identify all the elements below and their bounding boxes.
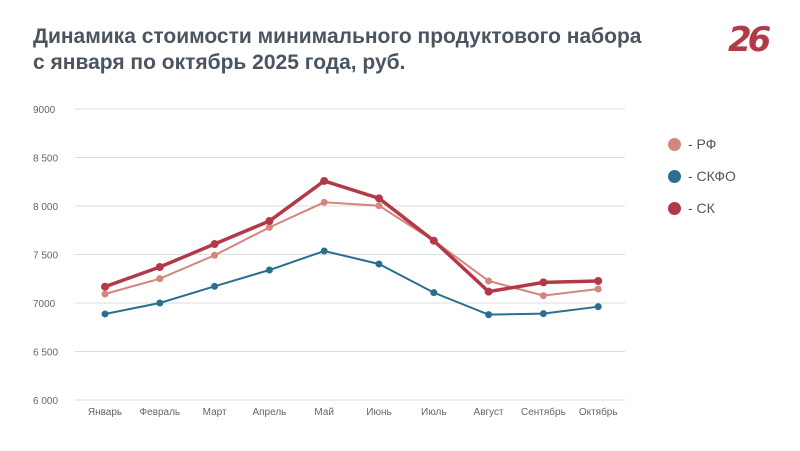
- legend-label: - СК: [688, 200, 715, 216]
- legend-item: - РФ: [668, 136, 716, 152]
- data-point: [156, 299, 164, 307]
- data-point: [539, 292, 547, 300]
- legend-marker: [668, 137, 681, 151]
- data-point: [210, 240, 219, 249]
- data-point: [320, 176, 329, 185]
- series-line: [104, 249, 599, 316]
- data-point: [484, 287, 493, 296]
- y-tick-label: 7 500: [33, 251, 58, 262]
- data-point: [320, 247, 328, 255]
- x-tick-label: Апрель: [252, 407, 286, 418]
- data-point: [320, 198, 328, 206]
- data-point: [101, 290, 109, 298]
- y-tick-label: 8 500: [33, 154, 58, 165]
- series-line: [104, 201, 599, 297]
- legend-marker: [668, 169, 681, 183]
- x-tick-label: Август: [474, 407, 505, 418]
- y-tick-label: 8 000: [33, 202, 58, 213]
- legend-label: - РФ: [688, 136, 717, 152]
- data-point: [594, 276, 603, 285]
- legend-label: - СКФО: [688, 168, 736, 184]
- x-tick-label: Октябрь: [579, 406, 618, 418]
- data-point: [539, 278, 548, 287]
- series-line: [104, 179, 599, 294]
- data-point: [265, 217, 274, 226]
- x-tick-label: Сентябрь: [521, 406, 566, 418]
- data-point: [101, 310, 109, 318]
- x-tick-label: Февраль: [139, 407, 180, 418]
- x-tick-label: Май: [314, 407, 334, 418]
- data-point: [485, 277, 493, 285]
- data-point: [156, 275, 164, 283]
- x-tick-label: Июль: [421, 407, 447, 418]
- chart-title: Динамика стоимости минимального продукто…: [33, 25, 642, 74]
- data-point: [155, 263, 164, 272]
- data-point: [430, 289, 438, 297]
- data-point: [539, 310, 547, 318]
- legend-item: - СК: [668, 200, 715, 216]
- data-point: [211, 282, 219, 290]
- y-tick-label: 9000: [33, 105, 56, 116]
- x-tick-label: Июнь: [366, 407, 391, 418]
- y-tick-label: 6 500: [33, 348, 58, 359]
- data-point: [594, 285, 602, 293]
- data-point: [265, 223, 273, 231]
- x-tick-label: Январь: [88, 407, 122, 418]
- legend-item: - СКФО: [668, 168, 736, 184]
- data-point: [375, 260, 383, 268]
- data-point: [594, 303, 602, 311]
- data-point: [211, 251, 219, 259]
- data-point: [485, 311, 493, 319]
- data-point: [375, 194, 383, 203]
- y-tick-label: 6 000: [33, 396, 58, 407]
- data-point: [101, 282, 109, 291]
- data-point: [375, 202, 383, 210]
- data-point: [429, 236, 438, 245]
- x-tick-label: Март: [203, 407, 227, 418]
- data-point: [265, 266, 273, 274]
- y-tick-label: 7000: [33, 299, 56, 310]
- legend-marker: [668, 201, 681, 215]
